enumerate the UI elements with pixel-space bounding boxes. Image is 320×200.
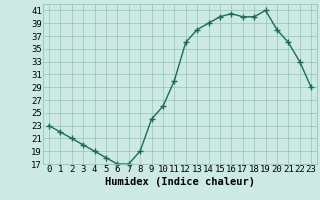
X-axis label: Humidex (Indice chaleur): Humidex (Indice chaleur) <box>105 177 255 187</box>
